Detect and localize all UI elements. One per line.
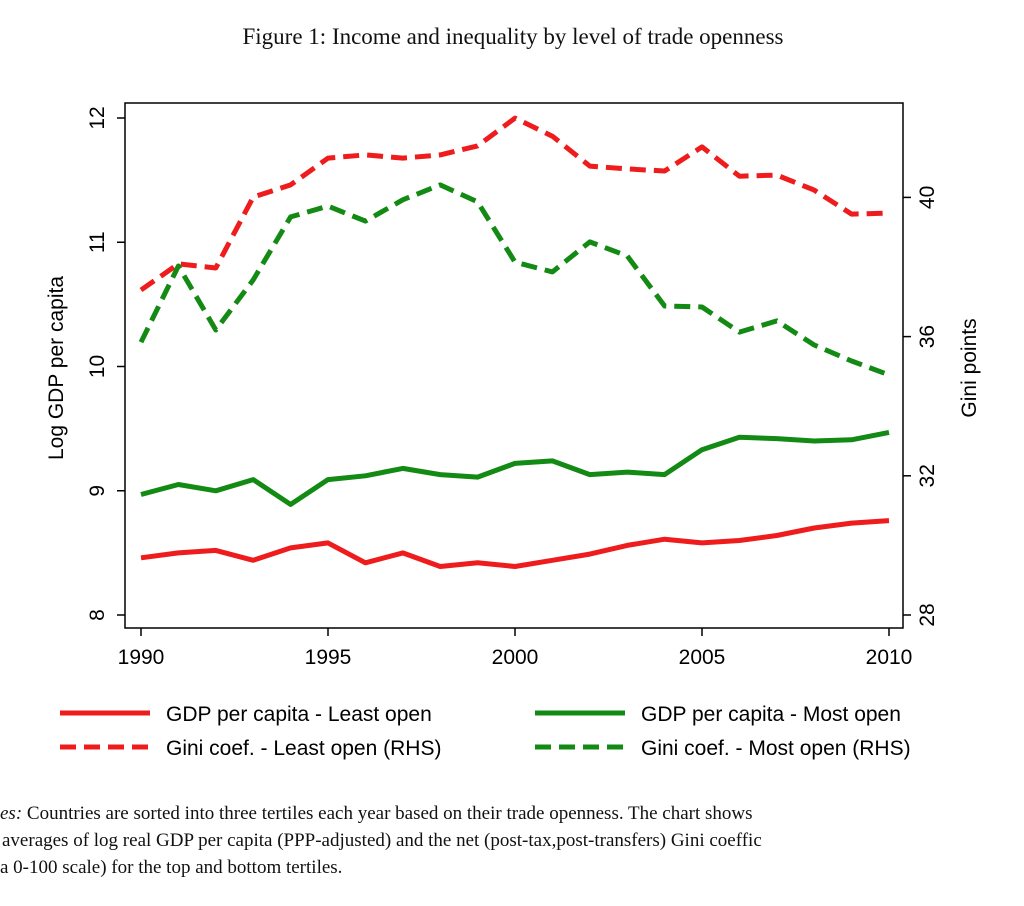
y2-tick-label: 32	[916, 464, 939, 487]
series-line-2	[140, 429, 890, 507]
legend-label: Gini coef. - Most open (RHS)	[641, 737, 911, 760]
legend-label: GDP per capita - Least open	[166, 703, 432, 726]
x-tick-label: 2010	[866, 646, 913, 669]
y-tick-label: 10	[86, 355, 109, 378]
y2-tick-label: 28	[916, 603, 939, 626]
notes-line-2: averages of log real GDP per capita (PPP…	[2, 830, 762, 851]
y-tick-label: 8	[86, 609, 109, 621]
y2-tick-label: 40	[916, 186, 939, 209]
x-tick-label: 2000	[492, 646, 539, 669]
y-tick-label: 11	[86, 231, 109, 253]
notes-label: es:	[0, 803, 23, 824]
x-tick-label: 1995	[305, 646, 352, 669]
notes: es: Countries are sorted into three tert…	[0, 800, 762, 881]
legend-label: Gini coef. - Least open (RHS)	[166, 737, 441, 760]
series-line-3	[139, 115, 890, 293]
notes-line-3: a 0-100 scale) for the top and bottom te…	[0, 857, 343, 878]
y-axis-label: Log GDP per capita	[45, 276, 68, 460]
x-tick-label: 1990	[118, 646, 165, 669]
series-line-1	[140, 518, 890, 569]
y2-tick-label: 36	[916, 325, 939, 348]
legend-label: GDP per capita - Most open	[641, 703, 901, 726]
y-tick-label: 9	[86, 485, 109, 497]
plot-frame	[124, 102, 904, 629]
y-tick-label: 12	[86, 106, 109, 129]
figure-title: Figure 1: Income and inequality by level…	[243, 24, 784, 49]
series-line-4	[138, 182, 890, 378]
legend: GDP per capita - Least open GDP per capit…	[60, 703, 911, 760]
y2-axis-label: Gini points	[958, 318, 981, 417]
x-tick-label: 2005	[679, 646, 726, 669]
notes-line-1: es: Countries are sorted into three tert…	[0, 803, 753, 824]
